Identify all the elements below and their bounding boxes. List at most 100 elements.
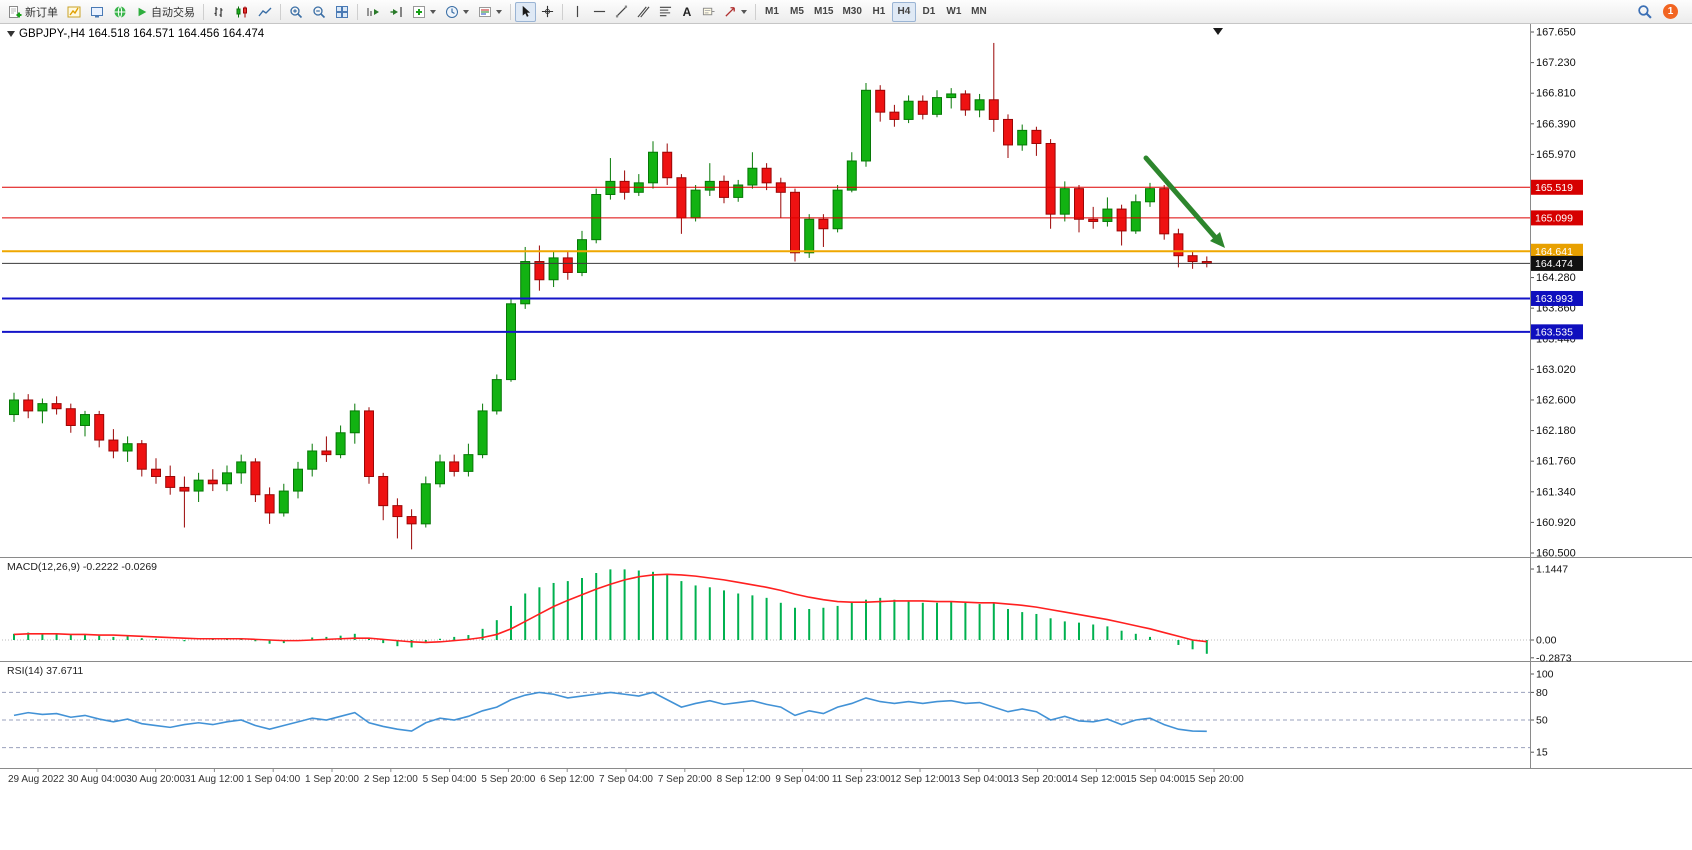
panel-borders: [0, 24, 1692, 769]
indicators-icon: [413, 5, 425, 18]
trend-arrow-annotation[interactable]: [1143, 155, 1225, 248]
new-order-label: 新订单: [25, 6, 58, 19]
last-bar-marker-icon: [1213, 28, 1223, 35]
templates-button[interactable]: [474, 2, 506, 22]
svg-text:11 Sep 23:00: 11 Sep 23:00: [832, 774, 891, 785]
autotrading-button[interactable]: 自动交易: [132, 2, 199, 22]
bar-chart-icon: [214, 6, 223, 17]
svg-text:14 Sep 12:00: 14 Sep 12:00: [1067, 774, 1127, 785]
svg-text:-0.2873: -0.2873: [1536, 652, 1572, 664]
toolbar-separator: [280, 3, 281, 20]
horizontal-line-icon: [593, 10, 606, 13]
profiles-button[interactable]: [86, 2, 108, 22]
shapes-tool-button[interactable]: [720, 2, 751, 22]
zoom-out-button[interactable]: [308, 2, 330, 22]
svg-text:166.810: 166.810: [1536, 88, 1576, 100]
svg-text:5 Sep 20:00: 5 Sep 20:00: [481, 774, 535, 785]
svg-text:163.020: 163.020: [1536, 364, 1576, 376]
svg-text:12 Sep 12:00: 12 Sep 12:00: [890, 774, 950, 785]
line-chart-button[interactable]: [254, 2, 276, 22]
channel-tool-button[interactable]: [633, 2, 654, 22]
text-tool-button[interactable]: A: [677, 2, 697, 22]
ohlc-direction-icon: [7, 31, 15, 37]
timeframe-button-m30[interactable]: M30: [842, 6, 862, 17]
autotrading-label: 自动交易: [151, 6, 195, 19]
auto-scroll-icon: [367, 7, 379, 16]
svg-text:165.519: 165.519: [1535, 182, 1573, 194]
macd-signal-line: [13, 573, 1207, 644]
search-icon: [1638, 5, 1652, 19]
svg-text:8 Sep 12:00: 8 Sep 12:00: [717, 774, 771, 785]
svg-text:30 Aug 04:00: 30 Aug 04:00: [67, 774, 126, 785]
chart-shift-button[interactable]: [385, 2, 407, 22]
notification-badge[interactable]: 1: [1663, 4, 1678, 19]
vertical-line-tool-button[interactable]: [567, 2, 588, 22]
toolbar-separator: [203, 3, 204, 20]
price-chart-canvas[interactable]: 167.650 167.230 166.810 166.390 165.970 164.2…: [0, 24, 1692, 850]
community-button[interactable]: [109, 2, 131, 22]
rsi-line: [13, 691, 1207, 733]
svg-text:166.390: 166.390: [1536, 118, 1576, 130]
svg-text:0.00: 0.00: [1536, 635, 1557, 647]
svg-text:1.1447: 1.1447: [1536, 564, 1568, 576]
svg-text:1 Sep 20:00: 1 Sep 20:00: [305, 774, 359, 785]
svg-text:100: 100: [1536, 669, 1554, 681]
timeframe-button-m15[interactable]: M15: [814, 6, 834, 17]
crosshair-icon: [541, 5, 554, 18]
chart-shift-icon: [390, 6, 402, 17]
fibonacci-tool-button[interactable]: [655, 2, 676, 22]
svg-text:80: 80: [1536, 687, 1548, 699]
channel-icon: [637, 6, 650, 18]
horizontal-line-tool-button[interactable]: [589, 2, 610, 22]
svg-text:165.099: 165.099: [1535, 212, 1573, 224]
tile-windows-icon: [336, 5, 348, 18]
macd-axis[interactable]: 1.1447 0.00 -0.2873: [1531, 564, 1572, 665]
price-axis[interactable]: 167.650 167.230 166.810 166.390 165.970 164.2…: [1531, 27, 1583, 560]
auto-scroll-button[interactable]: [362, 2, 384, 22]
candlestick-chart-button[interactable]: [231, 2, 253, 22]
svg-text:13 Sep 20:00: 13 Sep 20:00: [1008, 774, 1068, 785]
chevron-down-icon: [496, 9, 502, 14]
indicators-button[interactable]: [408, 2, 440, 22]
svg-text:15 Sep 20:00: 15 Sep 20:00: [1184, 774, 1244, 785]
fibonacci-icon: [659, 6, 672, 17]
timeframe-button-d1[interactable]: D1: [922, 6, 936, 17]
toolbar-right-group: 1: [1633, 2, 1688, 22]
timeframe-button-h4[interactable]: H4: [891, 1, 916, 22]
chart-symbol-title: GBPJPY-,H4 164.518 164.571 164.456 164.4…: [7, 28, 264, 40]
new-chart-button[interactable]: [63, 2, 85, 22]
new-order-button[interactable]: 新订单: [4, 2, 62, 22]
timeframe-button-h1[interactable]: H1: [872, 6, 886, 17]
label-tool-button[interactable]: [698, 2, 719, 22]
cursor-icon: [522, 5, 531, 17]
line-chart-icon: [258, 7, 272, 16]
svg-text:15: 15: [1536, 747, 1548, 759]
template-icon: [479, 6, 491, 17]
chart-title-text: GBPJPY-,H4 164.518 164.571 164.456 164.4…: [19, 28, 265, 40]
rsi-axis[interactable]: 100 80 50 15: [1531, 669, 1554, 759]
periods-button[interactable]: [441, 2, 473, 22]
trendline-icon: [615, 5, 628, 18]
trendline-tool-button[interactable]: [611, 2, 632, 22]
svg-text:13 Sep 04:00: 13 Sep 04:00: [949, 774, 1009, 785]
zoom-in-button[interactable]: [285, 2, 307, 22]
new-chart-icon: [67, 6, 81, 17]
chevron-down-icon: [463, 9, 469, 14]
crosshair-button[interactable]: [537, 2, 558, 22]
svg-text:7 Sep 04:00: 7 Sep 04:00: [599, 774, 653, 785]
macd-indicator-label: MACD(12,26,9) -0.2222 -0.0269: [7, 561, 157, 573]
timeframe-button-m5[interactable]: M5: [790, 6, 804, 17]
tile-windows-button[interactable]: [331, 2, 353, 22]
search-button[interactable]: [1633, 2, 1656, 22]
svg-text:165.970: 165.970: [1536, 149, 1576, 161]
svg-text:163.993: 163.993: [1535, 293, 1573, 305]
timeframe-button-w1[interactable]: W1: [946, 6, 962, 17]
timeframe-button-mn[interactable]: MN: [971, 6, 987, 17]
time-axis[interactable]: 29 Aug 2022 30 Aug 04:00 30 Aug 20:00 31 Au…: [8, 768, 1244, 786]
bar-chart-button[interactable]: [208, 2, 230, 22]
toolbar-separator: [562, 3, 563, 20]
cursor-button[interactable]: [515, 1, 536, 22]
hline-objects-layer[interactable]: [2, 186, 1530, 333]
text-tool-icon: A: [682, 4, 692, 19]
timeframe-button-m1[interactable]: M1: [765, 6, 779, 17]
